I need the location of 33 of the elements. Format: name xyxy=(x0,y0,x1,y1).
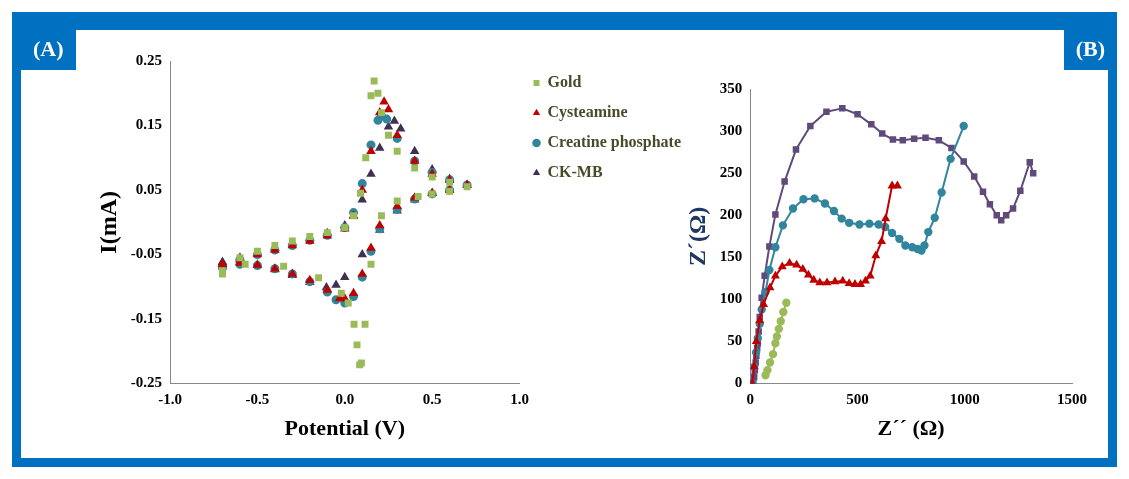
legend-label: Cysteamine xyxy=(547,103,628,122)
y-tick-label: 0 xyxy=(734,374,743,391)
x-tick-label: 0.5 xyxy=(422,391,442,408)
y-tick-label: 200 xyxy=(719,206,743,223)
y-axis-title: Z´(Ω) xyxy=(683,206,710,266)
x-tick-label: 500 xyxy=(846,391,869,408)
legend-label: Creatine phosphate xyxy=(547,133,682,152)
y-tick-label: -0.15 xyxy=(130,309,163,326)
legend-label: CK-MB xyxy=(547,163,603,181)
chart-title: (A) xyxy=(21,30,76,70)
chart-title: (B) xyxy=(1063,30,1117,70)
y-tick-label: 50 xyxy=(727,332,743,349)
y-tick-label: 250 xyxy=(719,164,743,181)
y-tick-label: 300 xyxy=(719,121,743,138)
y-tick-label: -0.05 xyxy=(130,245,163,262)
x-axis-title: Z´´ (Ω) xyxy=(877,415,945,441)
x-tick-label: 1000 xyxy=(949,391,980,408)
x-axis-title: Potential (V) xyxy=(284,415,405,441)
y-tick-label: 0.25 xyxy=(135,51,163,68)
y-tick-label: 100 xyxy=(719,290,743,307)
y-axis-title: I(mA) xyxy=(94,190,121,254)
x-tick-label: 1.0 xyxy=(510,391,529,408)
legend-label: Gold xyxy=(547,73,582,91)
x-tick-label: 0.0 xyxy=(335,391,355,408)
x-tick-label: 1500 xyxy=(1057,391,1087,408)
y-tick-label: 0.05 xyxy=(135,180,163,197)
x-tick-label: 0 xyxy=(746,391,755,408)
y-tick-label: 350 xyxy=(719,79,743,96)
y-tick-label: -0.25 xyxy=(130,374,163,391)
x-tick-label: -1.0 xyxy=(158,391,182,408)
x-tick-label: -0.5 xyxy=(245,391,270,408)
y-tick-label: 150 xyxy=(719,248,743,265)
y-tick-label: 0.15 xyxy=(135,116,163,133)
